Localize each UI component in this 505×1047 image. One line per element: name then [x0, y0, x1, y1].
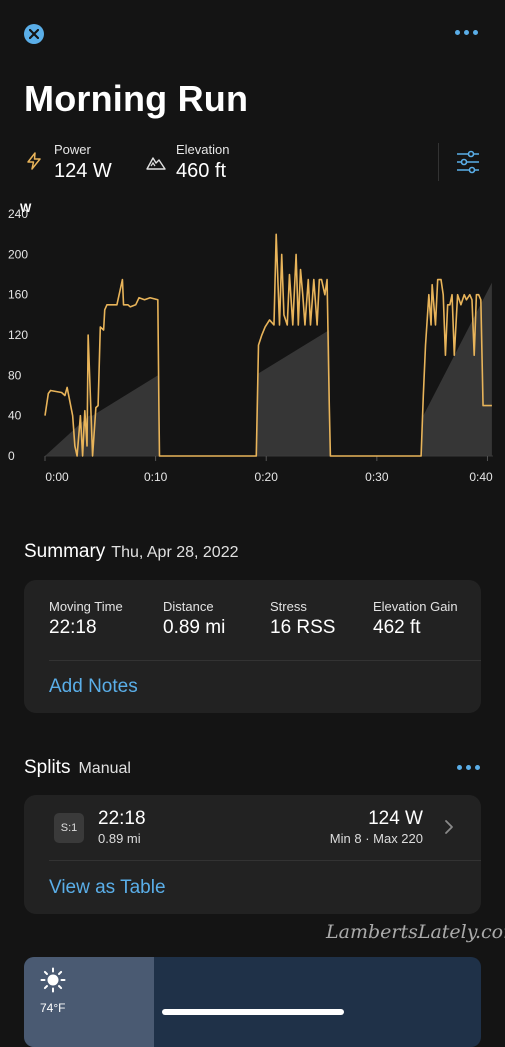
summary-card: Moving Time 22:18 Distance 0.89 mi Stres…	[24, 580, 481, 713]
metrics-divider	[438, 143, 439, 181]
mountain-icon	[146, 157, 166, 170]
sun-icon	[40, 967, 66, 993]
split-power: 124 W	[368, 808, 423, 829]
close-icon	[29, 29, 39, 39]
more-icon	[457, 765, 462, 770]
summary-value-stress: 16 RSS	[270, 617, 336, 638]
lightning-icon	[27, 152, 41, 170]
splits-more-button[interactable]	[457, 765, 480, 770]
splits-header: Splits Manual	[24, 757, 131, 779]
y-axis-label: W	[20, 201, 32, 215]
weather-card[interactable]: 74°F	[24, 957, 481, 1047]
elevation-value: 460 ft	[176, 160, 227, 182]
x-tick-label: 0:30	[365, 470, 389, 484]
summary-title: Summary	[24, 541, 106, 562]
y-tick-label: 80	[8, 368, 22, 382]
y-tick-label: 200	[8, 247, 28, 261]
x-tick-label: 0:20	[255, 470, 279, 484]
summary-label-elevation-gain: Elevation Gain	[373, 599, 458, 614]
close-button[interactable]	[24, 24, 44, 44]
summary-label-moving-time: Moving Time	[49, 599, 123, 614]
split-time: 22:18	[98, 808, 146, 829]
split-distance: 0.89 mi	[98, 831, 141, 846]
chevron-right-icon	[445, 820, 453, 834]
splits-mode: Manual	[78, 760, 131, 777]
sliders-icon[interactable]	[456, 150, 480, 174]
split-row[interactable]: S:1 22:18 0.89 mi 124 W Min 8 · Max 220	[24, 795, 481, 859]
summary-label-stress: Stress	[270, 599, 307, 614]
watermark: LambertsLately.com	[326, 921, 505, 943]
x-tick-label: 0:40	[469, 470, 493, 484]
summary-value-moving-time: 22:18	[49, 617, 97, 638]
splits-title: Splits	[24, 757, 71, 778]
power-value: 124 W	[54, 160, 112, 182]
y-tick-label: 120	[8, 328, 28, 342]
summary-divider	[49, 660, 481, 661]
more-icon	[455, 30, 460, 35]
add-notes-button[interactable]: Add Notes	[49, 676, 138, 697]
split-range: Min 8 · Max 220	[329, 831, 423, 846]
view-as-table-button[interactable]: View as Table	[49, 877, 166, 898]
summary-value-distance: 0.89 mi	[163, 617, 226, 638]
power-label: Power	[54, 142, 91, 157]
y-tick-label: 0	[8, 449, 15, 463]
elevation-label: Elevation	[176, 142, 230, 157]
power-chart: W 240 200 160 120 80 40 0 0:00 0:10 0:20 0:30 0:40	[8, 201, 493, 484]
summary-header: Summary Thu, Apr 28, 2022	[24, 541, 239, 563]
splits-divider	[49, 860, 481, 861]
summary-value-elevation-gain: 462 ft	[373, 617, 421, 638]
weather-temp: 74°F	[40, 1001, 66, 1015]
y-tick-label: 240	[8, 207, 28, 221]
splits-card: S:1 22:18 0.89 mi 124 W Min 8 · Max 220 …	[24, 795, 481, 914]
page-title: Morning Run	[24, 78, 249, 119]
summary-date: Thu, Apr 28, 2022	[111, 544, 239, 561]
x-tick-label: 0:10	[144, 470, 168, 484]
power-line	[44, 233, 492, 457]
y-tick-label: 160	[8, 288, 28, 302]
elevation-area	[45, 282, 492, 456]
more-button[interactable]	[455, 30, 478, 35]
y-tick-label: 40	[8, 409, 22, 423]
home-indicator[interactable]	[162, 1009, 344, 1015]
x-tick-label: 0:00	[45, 470, 69, 484]
split-badge: S:1	[54, 813, 84, 843]
summary-label-distance: Distance	[163, 599, 214, 614]
